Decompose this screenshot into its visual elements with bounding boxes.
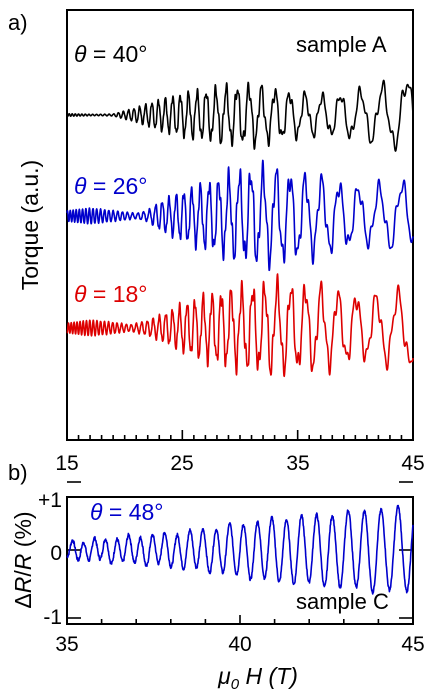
panel-b-label: b) xyxy=(8,460,28,485)
b-ytick-plus1: +1 xyxy=(38,489,62,512)
ylabel-unit: (%) xyxy=(10,511,36,553)
panel-b: b) +1 0 -1 35 40 45 ΔR/R (%) μ0 H (T) sa… xyxy=(8,460,425,693)
series-line-theta-18 xyxy=(66,273,414,378)
series-line-theta-40 xyxy=(66,79,414,152)
ylabel-r2: R xyxy=(10,554,36,571)
ylabel-delta: Δ xyxy=(10,593,36,608)
a-xtick-25: 25 xyxy=(170,452,193,475)
a-xtick-15: 15 xyxy=(55,452,78,475)
panel-b-sample-label: sample C xyxy=(296,589,389,614)
xlabel-rest: H (T) xyxy=(239,663,298,689)
theta-value: = 40° xyxy=(86,41,147,67)
theta-value: = 18° xyxy=(86,281,147,307)
series-line-theta-48 xyxy=(66,504,414,595)
a-xtick-35: 35 xyxy=(286,452,309,475)
panel-a-ylabel: Torque (a.u.) xyxy=(17,160,43,290)
panel-a-label: a) xyxy=(8,10,28,35)
b-ytick-minus1: -1 xyxy=(43,606,62,629)
b-xtick-40: 40 xyxy=(228,633,251,656)
a-xtick-45: 45 xyxy=(401,452,424,475)
theta-value: = 48° xyxy=(102,499,163,525)
ylabel-r: R xyxy=(10,577,36,594)
xlabel-sub: 0 xyxy=(231,676,240,693)
theta-value: = 26° xyxy=(86,173,147,199)
panel-a-ticks xyxy=(66,430,414,440)
xlabel-mu: μ xyxy=(217,663,231,689)
b-xtick-35: 35 xyxy=(55,633,78,656)
panel-b-xlabel: μ0 H (T) xyxy=(217,663,298,693)
series-label-theta-40: θ = 40° xyxy=(74,41,147,67)
b-xtick-45: 45 xyxy=(401,633,424,656)
series-label-theta-48: θ = 48° xyxy=(90,499,163,525)
b-ytick-0: 0 xyxy=(50,542,62,565)
panel-a-sample-label: sample A xyxy=(296,32,387,57)
panel-a-frame xyxy=(66,9,414,441)
series-label-theta-26: θ = 26° xyxy=(74,173,147,199)
panel-a: a) Torque (a.u.) 15 25 35 45 sample A θ … xyxy=(8,9,425,475)
theta-symbol: θ xyxy=(74,41,87,67)
series-label-theta-18: θ = 18° xyxy=(74,281,147,307)
theta-symbol: θ xyxy=(90,499,103,525)
theta-symbol: θ xyxy=(74,281,87,307)
panel-b-ylabel: ΔR/R (%) xyxy=(10,511,36,608)
series-line-theta-26 xyxy=(66,159,414,272)
theta-symbol: θ xyxy=(74,173,87,199)
ylabel-slash: / xyxy=(10,570,36,577)
